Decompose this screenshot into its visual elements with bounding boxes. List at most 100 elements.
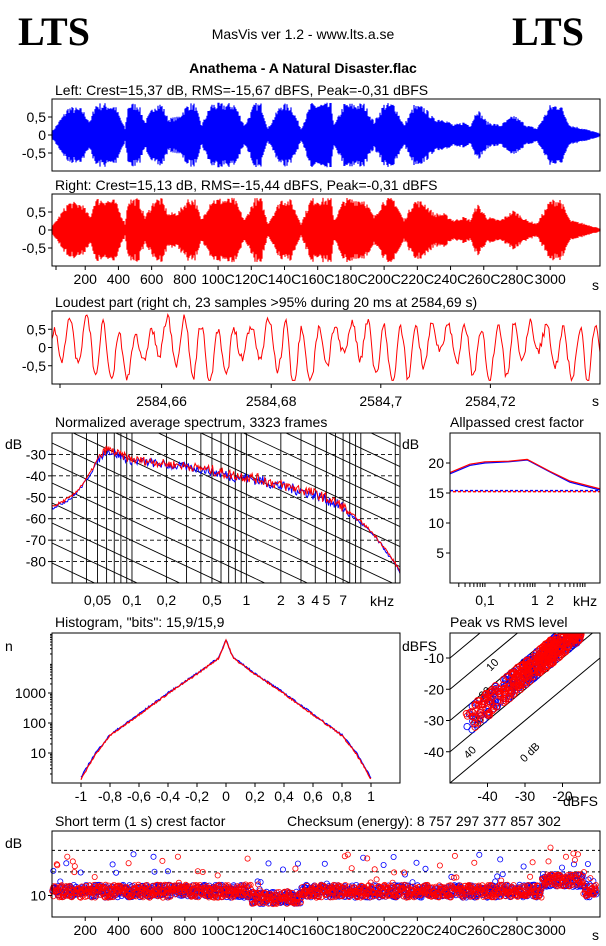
peak-rms-point-right xyxy=(468,712,476,721)
short-crest-point-right xyxy=(190,882,197,889)
right-waveform-ytick-label: 0,5 xyxy=(27,204,47,220)
short-crest-point-left xyxy=(579,872,586,879)
peak-rms-diagonal xyxy=(450,633,594,753)
short-crest-point-left xyxy=(113,869,120,876)
short-crest-point-right xyxy=(531,883,538,890)
short-crest-point-right xyxy=(400,869,407,876)
short-crest-point-right xyxy=(77,894,84,901)
short-crest-point-right xyxy=(462,890,469,897)
spectrum-slope-line xyxy=(52,462,309,583)
short-crest-xtick-label: 240C xyxy=(434,922,467,938)
short-crest-point-right xyxy=(487,893,494,900)
short-crest-point-right xyxy=(60,894,67,901)
short-crest-point-right xyxy=(210,889,217,896)
histogram-title: Histogram, "bits": 15,9/15,9 xyxy=(55,614,225,630)
left-waveform-ytick-label: 0 xyxy=(38,127,46,143)
short-crest-point-right xyxy=(389,883,396,890)
crest-factor-title: Allpassed crest factor xyxy=(450,414,584,430)
short-crest-point-right xyxy=(315,894,322,901)
right-waveform-xtick-label: 180C xyxy=(334,271,367,287)
loudest-part-ytick-label: 0 xyxy=(38,340,46,356)
short-crest-point-right xyxy=(522,883,529,890)
short-crest-point-right xyxy=(570,850,577,857)
short-crest-point-right xyxy=(138,893,145,900)
short-crest-point-right xyxy=(473,894,480,901)
peak-rms-point-right xyxy=(483,711,491,719)
short-crest-point-right xyxy=(527,873,534,880)
peak-rms-point-right xyxy=(509,670,517,678)
short-crest-point-right xyxy=(143,882,150,889)
short-crest-point-right xyxy=(92,894,99,901)
peak-rms-point-right xyxy=(529,659,537,667)
loudest-part-xtick-label: 2584,7 xyxy=(359,393,402,409)
peak-rms-point-right xyxy=(529,666,537,675)
histogram-xtick-label: -0,6 xyxy=(127,788,151,804)
short-crest-point-right xyxy=(486,882,493,889)
right-waveform-title: Right: Crest=15,13 dB, RMS=-15,44 dBFS, … xyxy=(55,177,437,193)
peak-rms-point-right xyxy=(503,682,511,691)
peak-rms-point-right xyxy=(513,663,522,672)
short-crest-point-right xyxy=(487,881,494,888)
spectrum-title: Normalized average spectrum, 3323 frames xyxy=(55,414,327,430)
histogram-xtick-label: 0 xyxy=(222,788,230,804)
spectrum-xtick-label: 4 xyxy=(311,592,319,608)
short-crest-point-right xyxy=(97,883,104,890)
peak-rms-point-right xyxy=(499,675,508,684)
right-waveform-xtick-label: 120C xyxy=(235,271,268,287)
peak-rms-ytick-label: -40 xyxy=(424,744,444,760)
short-crest-point-right xyxy=(471,859,478,866)
spectrum-slope-line xyxy=(242,433,400,507)
short-crest-point-right xyxy=(329,894,336,901)
short-crest-point-right xyxy=(364,855,371,862)
peak-rms-point-right xyxy=(568,633,576,636)
peak-rms-point-right xyxy=(475,701,483,710)
right-waveform-xtick-label: 400 xyxy=(107,271,131,287)
short-crest-point-right xyxy=(538,894,545,901)
short-crest-point-left xyxy=(380,862,387,869)
short-crest-point-right xyxy=(159,857,166,864)
crest-ylabel: dB xyxy=(402,436,419,452)
short-crest-point-right xyxy=(432,883,439,890)
loudest-part-xtick-label: 2584,66 xyxy=(136,393,187,409)
right-waveform-xtick-label: 160C xyxy=(301,271,334,287)
short-crest-xtick-label: 220C xyxy=(401,922,434,938)
short-crest-point-left xyxy=(279,866,286,873)
short-crest-point-left xyxy=(164,868,171,875)
short-crest-point-right xyxy=(341,890,348,897)
short-crest-point-right xyxy=(592,885,599,892)
peak-rms-point-right xyxy=(549,658,557,667)
short-crest-point-right xyxy=(292,865,299,872)
peak-rms-point-right xyxy=(538,643,547,652)
short-crest-point-right xyxy=(308,884,315,891)
short-crest-point-right xyxy=(297,899,304,906)
short-crest-xtick-label: 160C xyxy=(301,922,334,938)
short-crest-point-right xyxy=(565,872,572,879)
histogram-xtick-label: -1 xyxy=(75,788,88,804)
peak-rms-point-right xyxy=(549,651,557,659)
short-crest-point-right xyxy=(371,866,378,873)
short-crest-xtick-label: 200C xyxy=(367,922,400,938)
short-crest-point-right xyxy=(373,876,380,883)
short-crest-point-right xyxy=(71,869,78,876)
histogram-xtick-label: 0,8 xyxy=(332,788,352,804)
short-crest-point-left xyxy=(77,869,84,876)
left-waveform-title: Left: Crest=15,37 dB, RMS=-15,67 dBFS, P… xyxy=(55,82,428,98)
histogram-ytick-label: 10 xyxy=(30,745,46,761)
short-crest-point-left xyxy=(360,854,367,861)
peak-rms-point-right xyxy=(538,647,546,655)
peak-rms-point-right xyxy=(476,708,484,717)
short-crest-point-left xyxy=(476,851,483,858)
crest-frame xyxy=(449,432,601,584)
short-crest-point-right xyxy=(194,882,201,889)
peak-rms-point-right xyxy=(525,671,534,679)
short-crest-point-right xyxy=(341,853,348,860)
spectrum-xtick-label: 5 xyxy=(322,592,330,608)
peak-rms-point-right xyxy=(516,669,524,677)
short-crest-xtick-label: 600 xyxy=(140,922,164,938)
short-crest-point-right xyxy=(195,894,202,901)
short-crest-point-right xyxy=(550,880,557,887)
peak-rms-point-right xyxy=(559,633,567,638)
short-crest-point-right xyxy=(167,893,174,900)
short-crest-point-right xyxy=(241,882,248,889)
